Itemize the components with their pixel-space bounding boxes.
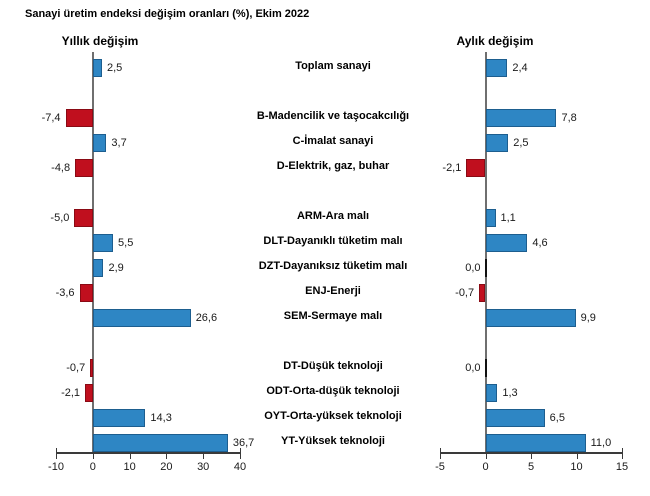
category-label: OYT-Orta-yüksek teknoloji <box>264 410 402 422</box>
zero-axis-line <box>484 52 487 452</box>
axis-tick <box>129 454 131 459</box>
bar <box>92 259 104 277</box>
value-label: 2,5 <box>513 137 529 149</box>
bar <box>92 309 191 327</box>
axis-tick <box>203 454 205 459</box>
axis-tick <box>531 454 532 459</box>
value-label: 14,3 <box>150 412 172 424</box>
value-label: -2,1 <box>61 387 81 399</box>
bar <box>485 59 508 77</box>
value-label: 1,3 <box>502 387 518 399</box>
bar <box>85 384 93 402</box>
bar <box>479 284 486 302</box>
axis-tick-label: 0 <box>482 461 489 473</box>
bar <box>466 159 486 177</box>
value-label: 26,6 <box>195 312 218 324</box>
axis-tick-label: -5 <box>435 461 445 473</box>
value-label: 4,6 <box>532 237 548 249</box>
value-label: -0,7 <box>66 362 86 374</box>
bar <box>75 159 93 177</box>
bar <box>92 59 102 77</box>
value-label: 5,5 <box>118 237 134 249</box>
category-label: YT-Yüksek teknoloji <box>281 435 385 447</box>
category-label: B-Madencilik ve taşocakcılığı <box>256 110 410 122</box>
bar <box>485 309 576 327</box>
axis-tick-label: 0 <box>89 461 96 473</box>
bar <box>65 109 93 127</box>
page-title: Sanayi üretim endeksi değişim oranları (… <box>25 8 310 20</box>
value-label: -5,0 <box>50 212 70 224</box>
value-label: 2,4 <box>512 62 528 74</box>
value-label: -4,8 <box>51 162 71 174</box>
bar <box>92 409 146 427</box>
axis-tick-label: 15 <box>615 461 629 473</box>
axis-tick <box>440 454 441 459</box>
annual-chart-title: Yıllık değişim <box>61 34 139 48</box>
value-label: -3,6 <box>55 287 75 299</box>
category-label: ARM-Ara malı <box>296 210 370 222</box>
category-label: SEM-Sermaye malı <box>283 310 383 322</box>
axis-end-cap <box>622 448 623 452</box>
value-label: 36,7 <box>232 437 255 449</box>
category-label: DT-Düşük teknoloji <box>283 360 383 372</box>
axis-tick <box>240 454 241 459</box>
value-label: -0,7 <box>455 287 475 299</box>
bar <box>79 284 93 302</box>
bar <box>92 234 114 252</box>
value-label: 6,5 <box>549 412 565 424</box>
monthly-chart-title: Aylık değişim <box>456 34 534 48</box>
value-label: 2,5 <box>107 62 123 74</box>
value-label: 0,0 <box>465 262 481 274</box>
axis-tick <box>622 454 623 459</box>
axis-tick <box>576 454 578 459</box>
axis-tick-label: 5 <box>527 461 535 473</box>
bar <box>485 234 528 252</box>
value-label: 11,0 <box>590 437 612 449</box>
bar <box>485 109 557 127</box>
bar <box>485 134 509 152</box>
category-label: ENJ-Enerji <box>305 285 361 297</box>
value-label: -2,1 <box>442 162 462 174</box>
zero-value-bar <box>484 259 487 277</box>
axis-tick <box>92 454 94 459</box>
category-label: DLT-Dayanıklı tüketim malı <box>263 235 403 247</box>
value-label: 3,7 <box>111 137 127 149</box>
axis-tick-label: 20 <box>160 461 173 473</box>
bar <box>485 409 545 427</box>
category-label: DZT-Dayanıksız tüketim malı <box>258 260 408 272</box>
value-label: 1,1 <box>500 212 516 224</box>
axis-tick <box>166 454 168 459</box>
axis-end-cap <box>440 448 441 452</box>
axis-tick-label: 10 <box>570 461 583 473</box>
value-label: 7,8 <box>561 112 577 124</box>
axis-tick <box>56 454 57 459</box>
category-label: C-İmalat sanayi <box>292 135 374 147</box>
bar <box>485 384 498 402</box>
bar <box>485 209 496 227</box>
zero-value-bar <box>484 359 487 377</box>
x-axis-line <box>440 452 623 454</box>
axis-end-cap <box>56 448 57 452</box>
x-axis-line <box>56 452 241 454</box>
axis-tick-label: 30 <box>197 461 210 473</box>
bar <box>92 134 107 152</box>
bar <box>92 434 228 452</box>
value-label: 0,0 <box>465 362 481 374</box>
category-label: ODT-Orta-düşük teknoloji <box>266 385 400 397</box>
axis-tick-label: -10 <box>48 461 64 473</box>
category-label: D-Elektrik, gaz, buhar <box>276 160 390 172</box>
bar <box>485 434 586 452</box>
value-label: 2,9 <box>108 262 124 274</box>
zero-axis-line <box>91 52 94 452</box>
bar <box>74 209 93 227</box>
bar <box>90 359 93 377</box>
category-label: Toplam sanayi <box>295 60 371 72</box>
axis-end-cap <box>240 448 241 452</box>
value-label: -7,4 <box>41 112 61 124</box>
axis-tick-label: 10 <box>123 461 136 473</box>
axis-tick <box>485 454 487 459</box>
axis-tick-label: 40 <box>233 461 247 473</box>
value-label: 9,9 <box>580 312 596 324</box>
